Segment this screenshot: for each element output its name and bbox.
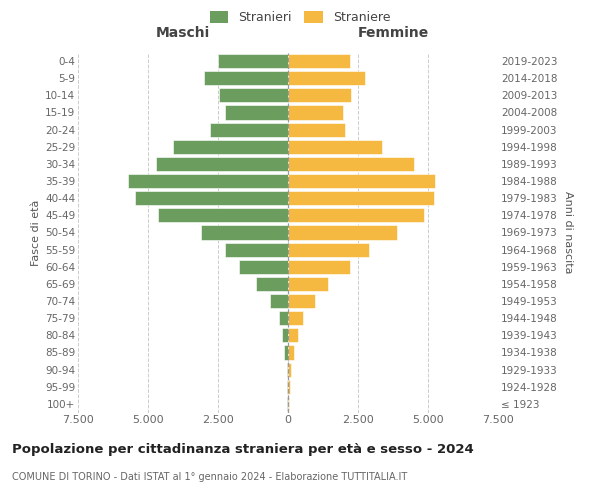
Bar [288, 54, 350, 68]
Bar [287, 397, 288, 411]
Bar [288, 106, 343, 120]
Bar [288, 277, 328, 291]
Text: Popolazione per cittadinanza straniera per età e sesso - 2024: Popolazione per cittadinanza straniera p… [12, 442, 474, 456]
Bar [288, 346, 294, 360]
Bar [288, 208, 424, 222]
Bar [288, 328, 298, 342]
Bar [288, 88, 351, 102]
Bar [225, 106, 288, 120]
Bar [239, 260, 288, 274]
Bar [128, 174, 288, 188]
Bar [288, 242, 368, 256]
Bar [287, 380, 288, 394]
Bar [225, 242, 288, 256]
Text: COMUNE DI TORINO - Dati ISTAT al 1° gennaio 2024 - Elaborazione TUTTITALIA.IT: COMUNE DI TORINO - Dati ISTAT al 1° genn… [12, 472, 407, 482]
Bar [288, 174, 435, 188]
Bar [256, 277, 288, 291]
Bar [288, 362, 291, 376]
Bar [288, 397, 289, 411]
Legend: Stranieri, Straniere: Stranieri, Straniere [205, 6, 395, 29]
Bar [279, 311, 288, 325]
Bar [288, 226, 397, 239]
Bar [288, 71, 365, 85]
Bar [209, 122, 288, 136]
Y-axis label: Fasce di età: Fasce di età [31, 200, 41, 266]
Bar [157, 157, 288, 171]
Bar [288, 191, 434, 205]
Bar [287, 362, 288, 376]
Bar [288, 380, 290, 394]
Bar [158, 208, 288, 222]
Bar [283, 328, 288, 342]
Bar [284, 346, 288, 360]
Bar [220, 88, 288, 102]
Bar [288, 157, 414, 171]
Bar [288, 122, 346, 136]
Bar [288, 294, 314, 308]
Bar [270, 294, 288, 308]
Bar [218, 54, 288, 68]
Bar [136, 191, 288, 205]
Bar [288, 140, 382, 154]
Bar [173, 140, 288, 154]
Bar [204, 71, 288, 85]
Bar [288, 311, 303, 325]
Bar [201, 226, 288, 239]
Text: Maschi: Maschi [156, 26, 210, 40]
Y-axis label: Anni di nascita: Anni di nascita [563, 191, 573, 274]
Text: Femmine: Femmine [358, 26, 428, 40]
Bar [288, 260, 350, 274]
